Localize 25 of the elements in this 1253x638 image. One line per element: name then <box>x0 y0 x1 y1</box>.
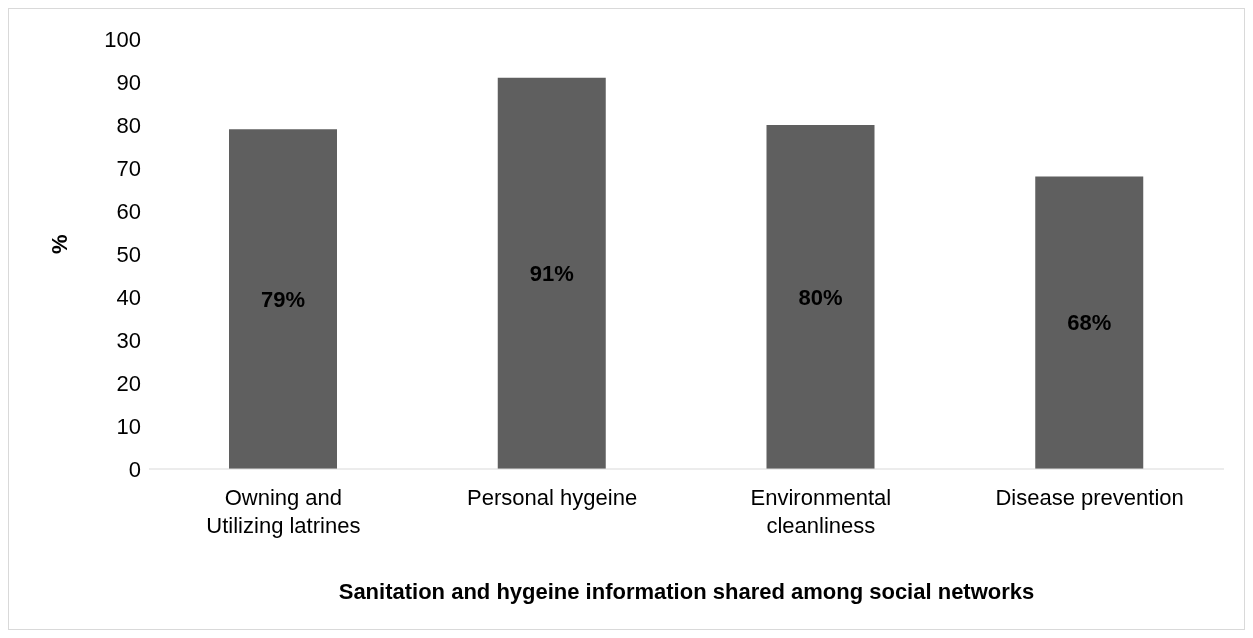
y-tick-label: 10 <box>116 413 141 439</box>
bar <box>229 129 337 469</box>
bar <box>497 77 606 469</box>
y-tick-label: 20 <box>116 370 141 396</box>
x-axis-title: Sanitation and hygeine information shared among social networks <box>338 579 1035 604</box>
y-axis-title: % <box>46 234 72 254</box>
data-label: 91% <box>529 260 574 286</box>
bar <box>1035 176 1144 469</box>
data-label: 68% <box>1067 310 1112 336</box>
y-tick-label: 90 <box>116 69 141 95</box>
y-tick-label: 0 <box>128 456 141 482</box>
y-tick-label: 100 <box>104 26 141 52</box>
data-label: 80% <box>798 284 843 310</box>
y-tick-label: 80 <box>116 112 141 138</box>
x-tick-label: Personal hygeine <box>467 485 638 510</box>
data-label: 79% <box>260 286 306 312</box>
bar <box>766 125 875 469</box>
x-tick-label: Owning and Utilizing latrines <box>206 485 361 538</box>
y-tick-label: 50 <box>116 241 141 267</box>
x-tick-label: Disease prevention <box>995 485 1184 510</box>
x-tick-label: Environmental cleanliness <box>750 485 892 538</box>
y-tick-label: 30 <box>116 327 141 353</box>
y-tick-label: 40 <box>116 284 141 310</box>
y-tick-label: 70 <box>116 155 141 181</box>
y-tick-label: 60 <box>116 198 141 224</box>
